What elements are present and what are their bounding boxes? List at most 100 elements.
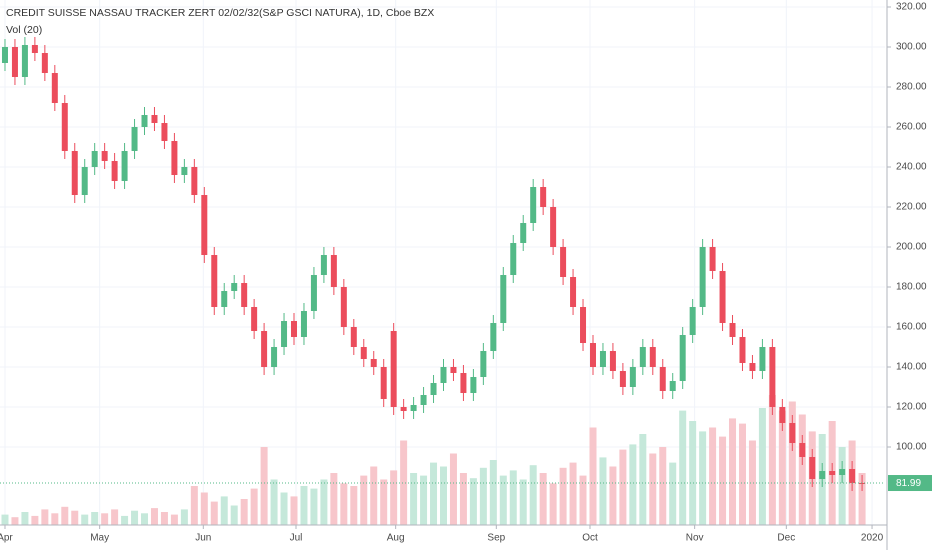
candle-body bbox=[530, 187, 537, 223]
candle-body bbox=[480, 351, 487, 377]
volume-bar bbox=[220, 496, 228, 525]
volume-bar bbox=[489, 460, 497, 525]
candle-body bbox=[101, 151, 108, 161]
y-tick-label: 300.00 bbox=[896, 42, 927, 53]
volume-bar bbox=[519, 479, 527, 525]
candle-layer bbox=[1, 37, 866, 491]
candle-body bbox=[211, 255, 218, 307]
last-price-label: 81.99 bbox=[896, 478, 921, 489]
volume-bar bbox=[449, 453, 457, 525]
volume-bar bbox=[509, 470, 517, 525]
volume-bar bbox=[689, 421, 697, 525]
volume-bar bbox=[599, 457, 607, 525]
volume-bar bbox=[659, 447, 667, 525]
x-tick-label: Dec bbox=[777, 533, 795, 544]
volume-bar bbox=[360, 475, 368, 525]
volume-bar bbox=[499, 475, 507, 525]
volume-bar bbox=[170, 514, 178, 525]
candle-body bbox=[510, 243, 517, 275]
volume-bar bbox=[370, 466, 378, 525]
chart-title: CREDIT SUISSE NASSAU TRACKER ZERT 02/02/… bbox=[6, 7, 434, 19]
candle-body bbox=[580, 307, 587, 343]
volume-bar bbox=[1, 514, 9, 525]
candle-body bbox=[171, 141, 178, 175]
volume-bar bbox=[569, 462, 577, 525]
volume-bar bbox=[131, 510, 139, 525]
volume-bar bbox=[101, 513, 109, 525]
candle-body bbox=[849, 469, 856, 483]
volume-bar bbox=[380, 479, 388, 525]
candle-body bbox=[570, 277, 577, 307]
candle-body bbox=[111, 161, 118, 181]
candle-body bbox=[151, 115, 158, 123]
volume-bar bbox=[738, 423, 746, 525]
volume-bar bbox=[838, 447, 846, 525]
volume-bar bbox=[629, 444, 637, 525]
volume-bar bbox=[679, 410, 687, 525]
volume-bar bbox=[141, 513, 149, 525]
y-tick-label: 140.00 bbox=[896, 362, 927, 373]
candle-body bbox=[420, 395, 427, 405]
volume-bar bbox=[21, 512, 29, 525]
candle-body bbox=[839, 469, 846, 475]
candle-body bbox=[300, 311, 307, 337]
volume-bar bbox=[350, 486, 358, 525]
candle-body bbox=[221, 291, 228, 307]
volume-bar bbox=[31, 515, 39, 525]
candle-body bbox=[789, 423, 796, 443]
candle-body bbox=[749, 363, 756, 371]
candle-body bbox=[659, 367, 666, 391]
candle-body bbox=[450, 367, 457, 373]
volume-bar bbox=[150, 508, 158, 525]
volume-bar bbox=[788, 401, 796, 525]
candle-body bbox=[729, 323, 736, 337]
volume-bar bbox=[260, 447, 268, 525]
candle-body bbox=[540, 187, 547, 207]
volume-bar bbox=[529, 465, 537, 525]
x-tick-label: Nov bbox=[686, 533, 704, 544]
volume-bar bbox=[539, 473, 547, 525]
volume-bar bbox=[111, 509, 119, 525]
candle-body bbox=[619, 371, 626, 387]
volume-bar bbox=[51, 513, 59, 525]
candle-body bbox=[719, 271, 726, 323]
volume-bar bbox=[589, 427, 597, 525]
candle-body bbox=[131, 127, 138, 151]
y-tick-label: 220.00 bbox=[896, 202, 927, 213]
candle-body bbox=[629, 367, 636, 387]
x-tick-label: Apr bbox=[0, 533, 13, 544]
volume-bar bbox=[290, 496, 298, 525]
candle-body bbox=[201, 195, 208, 255]
candle-body bbox=[520, 223, 527, 243]
candle-body bbox=[430, 383, 437, 395]
candle-body bbox=[141, 115, 148, 127]
volume-bar bbox=[390, 470, 398, 525]
candle-body bbox=[809, 457, 816, 479]
candle-body bbox=[799, 443, 806, 457]
candle-body bbox=[639, 347, 646, 367]
volume-bar bbox=[669, 462, 677, 525]
candle-body bbox=[91, 151, 98, 167]
volume-bar bbox=[400, 440, 408, 525]
candle-body bbox=[609, 351, 616, 371]
candle-body bbox=[649, 347, 656, 367]
candle-body bbox=[181, 167, 188, 175]
candle-body bbox=[261, 331, 268, 367]
candle-body bbox=[560, 247, 567, 277]
candle-body bbox=[281, 321, 288, 347]
x-tick-label: Aug bbox=[387, 533, 405, 544]
volume-bar bbox=[71, 510, 79, 525]
candle-body bbox=[599, 351, 606, 367]
volume-bar bbox=[778, 410, 786, 525]
volume-bar bbox=[121, 515, 129, 525]
volume-bar bbox=[479, 467, 487, 525]
candle-body bbox=[241, 283, 248, 307]
x-tick-label: Sep bbox=[487, 533, 505, 544]
volume-bar bbox=[300, 486, 308, 525]
volume-bar bbox=[729, 418, 737, 525]
candle-body bbox=[81, 167, 88, 195]
candle-body bbox=[779, 407, 786, 423]
volume-bar bbox=[709, 427, 717, 525]
